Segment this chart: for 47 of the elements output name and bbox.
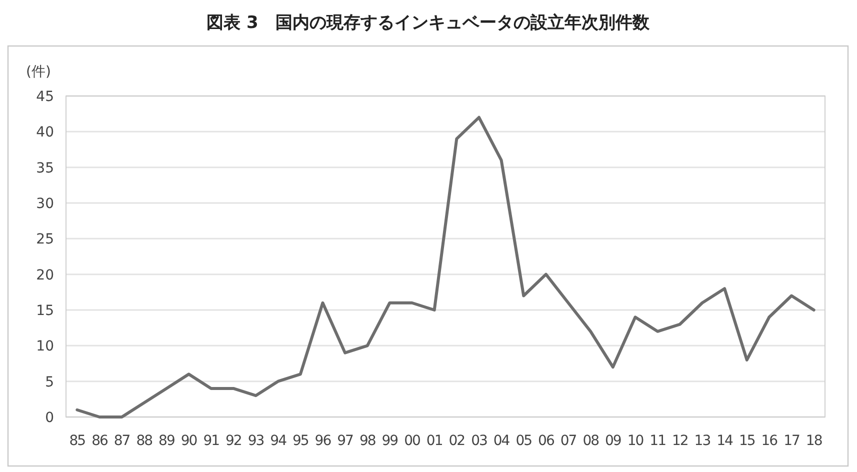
x-tick-label: 15 [738,433,755,449]
x-tick-label: 85 [69,433,86,449]
x-tick-label: 01 [426,433,442,449]
x-tick-label: 13 [694,433,710,449]
y-tick-label: 25 [36,232,54,248]
x-tick-label: 92 [226,433,242,449]
x-tick-label: 86 [92,433,108,449]
x-tick-label: 95 [292,433,308,449]
x-tick-label: 10 [627,433,644,449]
x-tick-label: 17 [784,433,800,449]
x-tick-label: 04 [493,433,510,449]
x-tick-label: 93 [248,433,264,449]
y-axis-title: (件) [26,64,51,80]
chart-title: 図表 3 国内の現存するインキュベータの設立年次別件数 [206,13,650,33]
x-tick-label: 98 [359,433,376,449]
y-tick-label: 0 [45,410,54,426]
y-tick-label: 40 [36,124,54,141]
x-tick-label: 11 [650,433,666,449]
x-tick-label: 00 [404,433,420,449]
y-tick-label: 30 [36,196,54,212]
y-tick-label: 10 [36,338,54,355]
x-tick-label: 97 [337,433,354,449]
x-tick-label: 06 [538,433,555,449]
y-tick-label: 15 [36,303,54,319]
y-tick-label: 35 [36,160,54,176]
x-tick-label: 94 [270,433,288,449]
y-tick-label: 20 [36,267,54,284]
x-tick-label: 09 [605,433,621,449]
x-tick-label: 87 [114,433,130,449]
x-tick-label: 08 [582,433,599,449]
x-tick-label: 89 [158,433,174,449]
line-series [76,116,816,418]
x-tick-label: 05 [516,433,532,449]
y-tick-label: 45 [36,89,54,105]
x-tick-label: 96 [314,433,332,449]
x-tick-label: 90 [180,433,197,449]
x-tick-label: 07 [560,433,576,449]
x-tick-label: 03 [471,433,487,449]
x-tick-label: 02 [448,433,465,449]
y-tick-label: 5 [45,374,54,390]
x-tick-label: 91 [203,433,220,449]
x-tick-label: 88 [136,433,152,449]
x-tick-label: 99 [382,433,398,449]
x-tick-label: 16 [761,433,778,449]
x-tick-label: 18 [806,433,822,449]
x-tick-label: 14 [716,433,734,449]
x-tick-label: 12 [672,433,688,449]
